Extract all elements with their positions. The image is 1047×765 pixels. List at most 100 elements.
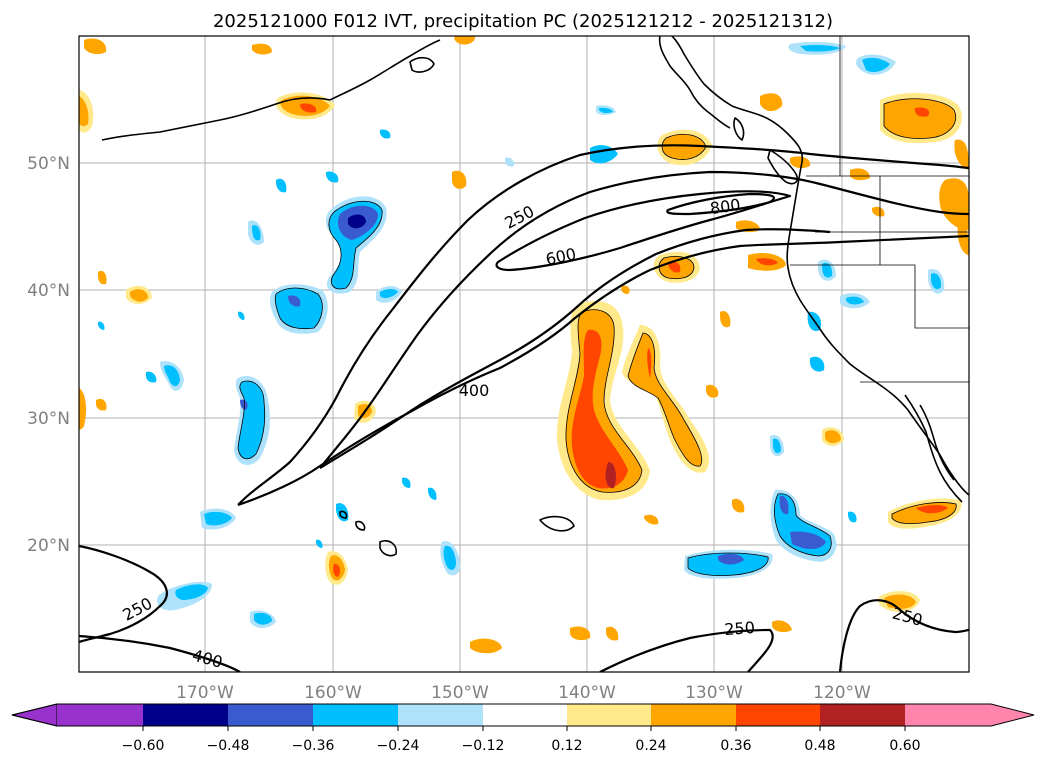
negative-blob-22-cyan xyxy=(931,273,942,290)
hawaii-2 xyxy=(355,520,366,531)
negative-blob-30 xyxy=(505,157,515,167)
negative-blob-2-cyan xyxy=(275,288,323,329)
positive-blob-37 xyxy=(772,620,792,633)
negative-blob-21-cyan xyxy=(773,438,781,454)
ivt-250-north xyxy=(237,144,969,506)
colorbar-outline xyxy=(11,703,1035,727)
colorbar-tick-label: 0.48 xyxy=(804,738,835,754)
negative-blob-29 xyxy=(380,129,391,139)
negative-blob-1-dark xyxy=(348,214,366,229)
negative-blob-31 xyxy=(316,539,323,548)
positive-blob-33 xyxy=(872,206,885,217)
positive-blob-16 xyxy=(252,43,272,55)
colorbar-tick-label: −0.12 xyxy=(462,738,505,754)
positive-blob-34 xyxy=(790,156,811,169)
colorbar-swatch xyxy=(567,704,651,726)
colorbar-tick-marks xyxy=(142,726,906,731)
lon-label: 120°W xyxy=(813,683,871,703)
colorbar-swatch xyxy=(398,704,483,726)
lat-label: 30°N xyxy=(27,409,70,429)
contour-label: 250 xyxy=(724,618,756,639)
ivt-400-sw xyxy=(79,634,241,672)
alaska-coast xyxy=(658,36,731,129)
colorbar-swatch-high xyxy=(905,704,991,726)
negative-blob-24 xyxy=(276,178,287,193)
ivt-400-north xyxy=(319,170,969,469)
colorbar-tick-label: 0.24 xyxy=(635,738,666,754)
latitude-labels: 50°N 40°N 30°N 20°N xyxy=(27,154,70,556)
coastlines xyxy=(101,36,969,557)
positive-blob-23 xyxy=(470,638,502,654)
negative-blob-23 xyxy=(810,356,825,372)
negative-blob-26 xyxy=(146,371,157,383)
aleutians xyxy=(101,97,331,141)
positive-blob-7 xyxy=(939,178,969,231)
positive-blob-29 xyxy=(720,310,731,328)
positive-blob-28 xyxy=(706,384,719,398)
colorbar-tick-label: −0.48 xyxy=(207,738,250,754)
positive-blob-26-orange xyxy=(825,430,841,444)
positive-blob-main-red xyxy=(571,329,628,489)
positive-blob-20-orange xyxy=(130,289,148,302)
borders xyxy=(790,36,969,383)
state-borders-1 xyxy=(790,264,969,329)
contour-label: 400 xyxy=(459,381,490,400)
positive-blob-19 xyxy=(452,170,467,189)
precip-anomaly-shading xyxy=(79,36,969,654)
positive-blob-15-red xyxy=(300,103,317,113)
ivt-contours xyxy=(79,144,969,672)
colorbar-swatch xyxy=(228,704,313,726)
map-frame xyxy=(78,35,970,673)
colorbar-tick-label: 0.36 xyxy=(720,738,751,754)
lon-label: 160°W xyxy=(304,683,362,703)
hawaii-3 xyxy=(339,510,348,519)
positive-blob-18 xyxy=(760,93,783,112)
colorbar-extend-high xyxy=(991,704,1034,726)
positive-blob-22-red xyxy=(333,563,341,577)
negative-blob-6-cyan xyxy=(175,584,208,600)
figure-title: 2025121000 F012 IVT, precipitation PC (2… xyxy=(213,11,833,32)
north-america-coast xyxy=(671,36,969,496)
lat-label: 20°N xyxy=(27,536,70,556)
lon-label: 150°W xyxy=(431,683,489,703)
positive-blob-2-orange xyxy=(628,333,702,467)
negative-blob-34 xyxy=(98,321,105,330)
negative-blob-10-cyan xyxy=(204,511,232,526)
colorbar-swatch xyxy=(736,704,820,726)
contour-label: 800 xyxy=(709,195,742,218)
positive-blob-5-orange xyxy=(662,134,706,160)
positive-blob-27 xyxy=(732,498,745,513)
baja-coast xyxy=(904,394,963,503)
positive-blob-35 xyxy=(98,270,107,285)
positive-blob-31 xyxy=(644,514,659,525)
positive-blob-12-orange xyxy=(79,96,89,127)
positive-blob-14 xyxy=(84,38,107,55)
positive-blob-24 xyxy=(570,626,591,641)
positive-blob-36 xyxy=(96,398,107,411)
colorbar-swatch-low xyxy=(57,704,143,726)
ivt-400-south xyxy=(319,228,831,469)
negative-blob-17-cyan xyxy=(822,262,833,278)
hawaii-1 xyxy=(379,539,398,557)
negative-blob-4-blue xyxy=(779,495,789,515)
ivt-250-south xyxy=(237,234,969,507)
colorbar-swatch xyxy=(651,704,736,726)
negative-blob-32 xyxy=(848,511,857,523)
negative-blob-8-cyan xyxy=(862,57,890,72)
positive-blob-main-dark xyxy=(605,462,616,489)
positive-blob-2-red xyxy=(647,348,652,378)
positive-blob-25 xyxy=(606,626,619,641)
negative-blob-9-cyan xyxy=(443,545,456,570)
lon-label: 140°W xyxy=(558,683,616,703)
negative-blob-27 xyxy=(428,487,437,500)
positive-blob-6-red xyxy=(914,107,930,117)
negative-blob-18-cyan xyxy=(846,296,864,305)
positive-blob-8 xyxy=(954,139,969,170)
positive-blob-6-orange xyxy=(884,98,956,139)
negative-blob-11-cyan xyxy=(164,365,180,387)
negative-blob-4-blue2 xyxy=(790,531,826,549)
negative-blob-5-blue xyxy=(718,553,744,565)
colorbar-tick-label: −0.24 xyxy=(377,738,420,754)
colorbar-tick-label: 0.12 xyxy=(551,738,582,754)
